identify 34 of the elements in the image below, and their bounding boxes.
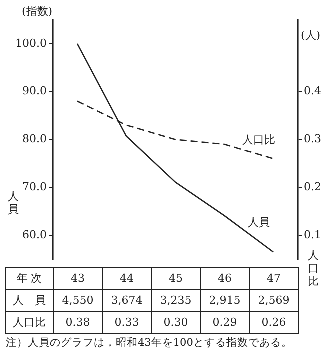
text: 人口比 [308,249,319,288]
text: 注）人員のグラフは，昭和43年を100とする指数である。 [6,336,292,350]
data-label: 0.26 [250,312,298,334]
series-label: 人口比 [242,134,276,147]
y2-tick-label: 0.3 [304,132,322,146]
text: 2,915 [200,290,250,312]
x-tick-label: 44 [102,268,152,290]
data-label: 0.33 [102,312,152,334]
text: 2,569 [250,290,298,312]
data-label: 0.38 [54,312,102,334]
y2-tick-label: 0.4 [304,84,322,98]
x-axis-title: 年 次 [6,268,54,290]
y-axis-title: (指数) [22,4,53,19]
x-tick-label: 45 [152,268,200,290]
series-label: 人員 [248,216,270,230]
y2-tick-label: 0.2 [304,180,322,194]
y-tick-label: 70.0 [22,180,47,194]
y2-tick-label: 0.1 [304,228,322,242]
data-label: 0.29 [200,312,250,334]
text: 人口比 [6,312,54,334]
text: 3,235 [152,290,200,312]
y-tick-label: 90.0 [22,84,47,98]
y-tick-label: 60.0 [22,228,47,242]
text: 3,674 [102,290,152,312]
y-tick-label: 100.0 [16,36,47,50]
x-tick-label: 46 [200,268,250,290]
text: 人員 [8,190,19,216]
text: 人 員 [6,290,54,312]
x-tick-label: 47 [250,268,298,290]
y2-axis-title: (人) [301,28,321,43]
text: 4,550 [54,290,102,312]
x-tick-label: 43 [54,268,102,290]
data-label: 0.30 [152,312,200,334]
y-tick-label: 80.0 [22,132,47,146]
